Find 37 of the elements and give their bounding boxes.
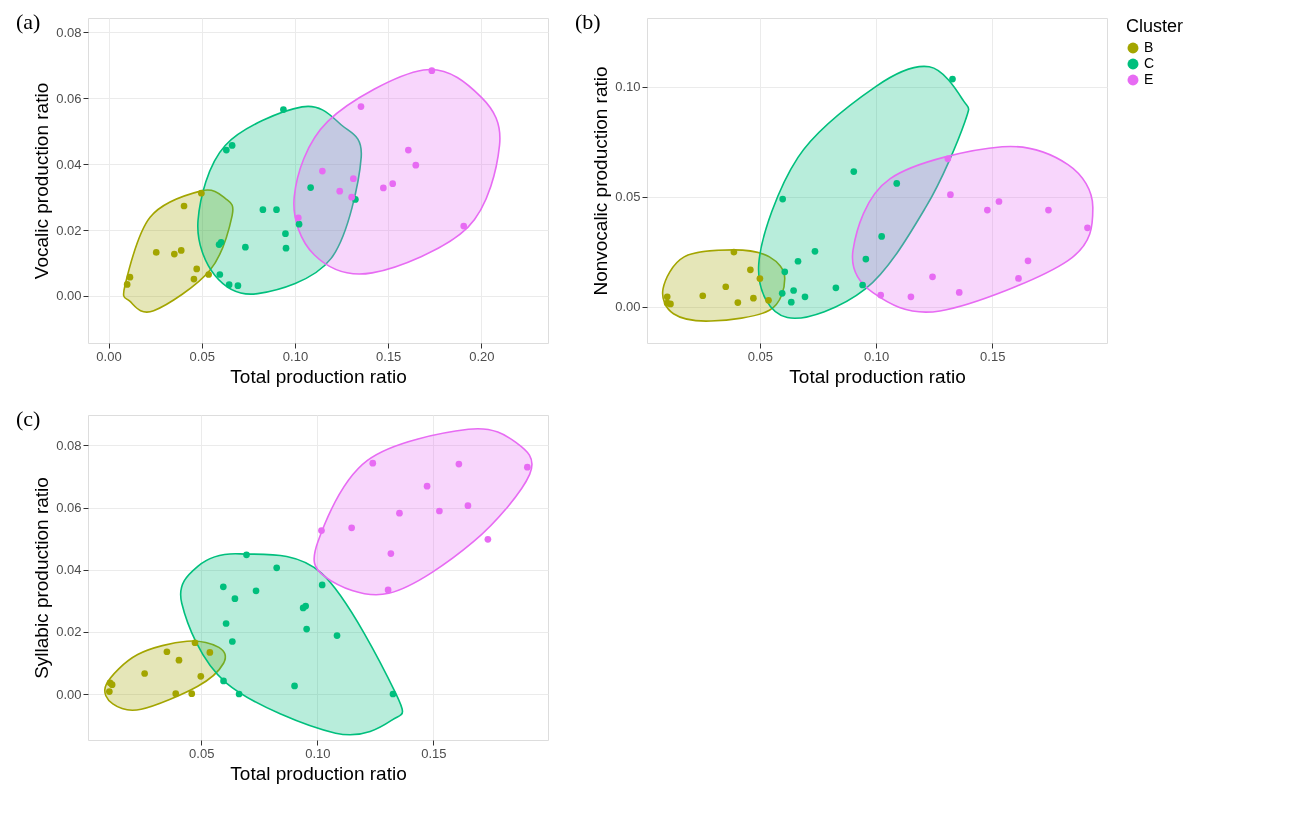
legend-title: Cluster	[1126, 16, 1184, 36]
legend-label: B	[1144, 39, 1154, 55]
y-tick-label: 0.00	[615, 299, 641, 315]
y-tick-label: 0.04	[56, 156, 82, 172]
x-tick-label: 0.10	[863, 348, 890, 364]
y-tick-label: 0.08	[56, 24, 82, 40]
y-tick-label: 0.06	[56, 90, 82, 106]
x-tick-label: 0.05	[747, 348, 774, 364]
x-axis-title: Total production ratio	[230, 762, 407, 784]
y-tick-label: 0.05	[615, 189, 641, 205]
text: (c)	[16, 406, 41, 431]
x-axis-title: Total production ratio	[789, 365, 966, 387]
x-axis-title: Total production ratio	[230, 365, 407, 387]
y-axis-title: Nonvocalic production ratio	[590, 66, 612, 296]
y-tick-label: 0.04	[56, 562, 82, 578]
x-tick-label: 0.10	[282, 348, 309, 364]
x-tick-label: 0.15	[980, 348, 1006, 364]
legend-label: E	[1144, 71, 1154, 87]
text: (b)	[575, 9, 601, 34]
x-tick-label: 0.15	[376, 348, 402, 364]
x-tick-label: 0.20	[469, 348, 495, 364]
y-tick-label: 0.02	[56, 624, 82, 640]
y-tick-label: 0.00	[56, 288, 82, 304]
y-axis-title: Vocalic production ratio	[31, 82, 53, 280]
y-tick-label: 0.02	[56, 222, 82, 238]
x-tick-label: 0.05	[189, 745, 215, 761]
legend-label: C	[1144, 55, 1155, 71]
x-tick-label: 0.05	[189, 348, 215, 364]
y-tick-label: 0.06	[56, 500, 82, 516]
y-tick-label: 0.00	[56, 686, 82, 702]
y-tick-label: 0.10	[615, 79, 641, 95]
x-tick-label: 0.00	[96, 348, 122, 364]
y-axis-title: Syllabic production ratio	[31, 477, 53, 679]
x-tick-label: 0.10	[305, 745, 331, 761]
text: (a)	[16, 9, 41, 34]
y-tick-label: 0.08	[56, 437, 82, 453]
x-tick-label: 0.15	[421, 745, 447, 761]
